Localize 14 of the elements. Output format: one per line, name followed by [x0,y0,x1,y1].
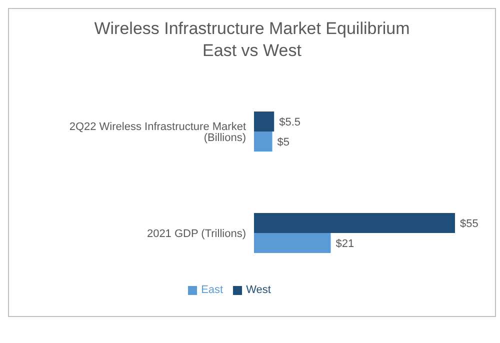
bar [254,111,274,132]
data-label: $55 [460,218,478,230]
chart-title: Wireless Infrastructure Market Equilibrium [93,19,411,39]
data-label: $21 [336,238,354,250]
legend-label: West [246,284,271,296]
bar [254,212,455,233]
y-tick-label: 2021 GDP (Trillions) [146,228,246,240]
data-label: $5 [277,136,290,148]
bar [254,131,272,152]
y-tick-label: 2Q22 Wireless Infrastructure Market (Billions) [69,121,246,144]
data-label: $5.5 [279,116,301,128]
legend-label: East [201,284,224,296]
bar [254,232,331,253]
chart-subtitle: East vs West [202,41,302,61]
